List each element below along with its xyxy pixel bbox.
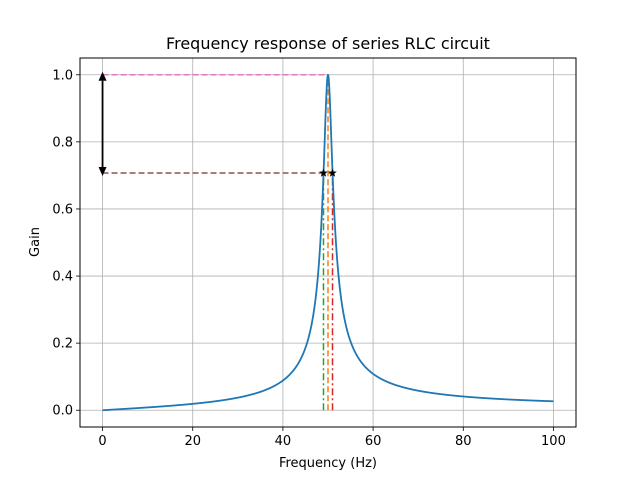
x-tick-label: 100: [541, 434, 566, 449]
y-tick-label: 0.4: [52, 270, 73, 285]
y-axis-label: Gain: [28, 227, 43, 257]
x-tick-label: 0: [98, 434, 106, 449]
reference-lines: [98, 71, 334, 411]
bandwidth-arrow-head-top: [98, 71, 107, 81]
y-tick-label: 0.6: [52, 202, 73, 217]
chart-title: Frequency response of series RLC circuit: [166, 34, 490, 53]
y-tick-label: 0.0: [52, 404, 73, 419]
x-tick-label: 60: [365, 434, 382, 449]
cutoff-star-marker: [319, 168, 328, 177]
cutoff-star-marker: [328, 168, 337, 177]
y-tick-label: 1.0: [52, 68, 73, 83]
cutoff-markers: [319, 168, 337, 177]
gain-curve: [101, 73, 555, 412]
series-layer: [101, 73, 555, 412]
x-tick-label: 20: [184, 434, 201, 449]
x-axis-label: Frequency (Hz): [279, 456, 377, 471]
x-tick-label: 40: [275, 434, 292, 449]
plot-frame: [79, 57, 577, 428]
ticks: 0 20 40 60 80 100 0.0 0.2 0.4 0.6 0.8 1.0: [52, 68, 566, 449]
x-tick-label: 80: [455, 434, 472, 449]
bandwidth-arrow-head-bottom: [98, 167, 107, 177]
y-tick-label: 0.8: [52, 135, 73, 150]
y-tick-label: 0.2: [52, 337, 73, 352]
